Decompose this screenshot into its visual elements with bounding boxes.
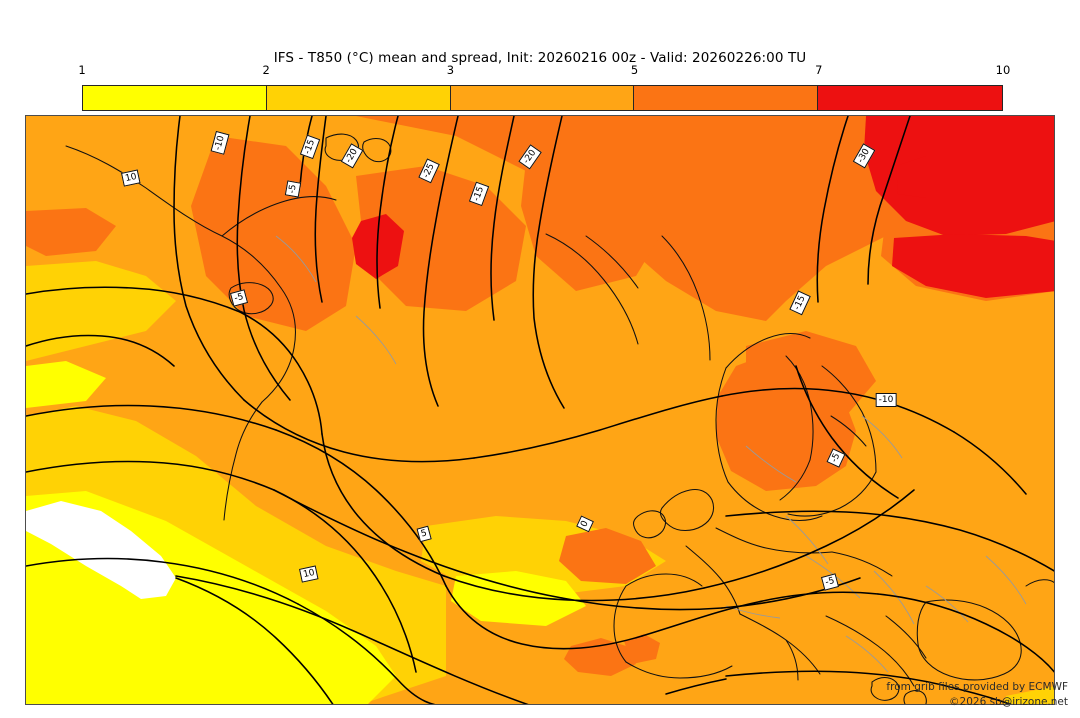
page-title: IFS - T850 (°C) mean and spread, Init: 2…	[273, 50, 807, 66]
colorbar-segment-1-2	[83, 86, 267, 110]
contour-label: -5	[284, 180, 302, 198]
colorbar: 1 2 3 5 7 10	[78, 63, 1010, 111]
colorbar-tick-2: 2	[262, 63, 270, 77]
colorbar-segment-2-3	[266, 86, 451, 110]
colorbar-segment-5-7	[634, 86, 819, 110]
colorbar-segment-3-5	[450, 86, 635, 110]
colorbar-tick-labels: 1 2 3 5 7 10	[78, 63, 1010, 81]
map-plot-area[interactable]: -10 -15 -20 -25 -20 -15 -30 -5 -5 -15 -10 -5 -5 0 5 10 1…	[25, 115, 1055, 705]
colorbar-tick-10: 10	[995, 63, 1011, 77]
colorbar-gradient	[82, 85, 1003, 111]
map-canvas	[26, 116, 1054, 704]
contour-label: -10	[875, 393, 897, 407]
colorbar-tick-7: 7	[815, 63, 823, 77]
colorbar-tick-5: 5	[630, 63, 639, 77]
colorbar-tick-3: 3	[446, 63, 455, 77]
colorbar-tick-1: 1	[78, 63, 86, 77]
colorbar-segment-7-10	[818, 86, 1002, 110]
